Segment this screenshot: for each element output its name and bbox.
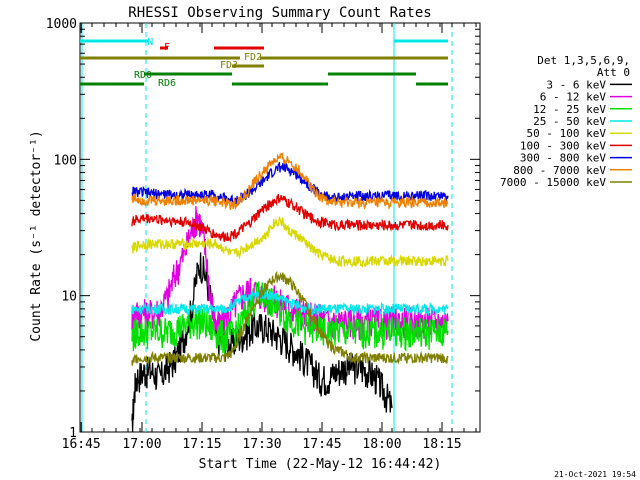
y-tick-label-1: 10 [61,290,77,305]
legend-entry-label-1: 6 - 12 keV [540,91,607,104]
annotation-label-fd2: FD2 [244,52,262,63]
legend-entry-label-4: 50 - 100 keV [527,127,607,140]
legend-entry-label-7: 800 - 7000 keV [513,164,606,177]
timestamp-label: 21-Oct-2021 19:54 [554,470,636,479]
annotation-label-f: F [164,42,170,53]
x-tick-label-4: 17:45 [302,437,341,452]
plot-frame [79,22,481,433]
annotation-label-rd6: RD6 [158,78,176,89]
y-tick-label-2: 100 [54,153,77,168]
legend-entry-label-0: 3 - 6 keV [546,78,606,91]
chart-title: RHESSI Observing Summary Count Rates [128,5,431,21]
annotation-label-fd3: FD3 [220,60,238,71]
series-line-7 [131,152,449,211]
y-axis-label: Count Rate (s⁻¹ detector⁻¹) [29,130,44,341]
legend-header-0: Det 1,3,5,6,9, [537,54,630,67]
x-axis-label: Start Time (22-May-12 16:44:42) [199,457,442,472]
series-line-8 [131,270,449,366]
annotation-label-rd0: RD0 [134,70,152,81]
legend-entry-label-2: 12 - 25 keV [533,103,606,116]
x-tick-label-1: 17:00 [122,437,161,452]
legend-header-1: Att 0 [597,66,630,79]
legend-entry-label-8: 7000 - 15000 keV [500,176,606,189]
series-line-2 [131,281,449,354]
legend-entry-label-3: 25 - 50 keV [533,115,606,128]
x-tick-label-5: 18:00 [362,437,401,452]
series-line-0 [131,252,393,433]
x-tick-label-3: 17:30 [242,437,281,452]
series-line-3 [131,287,449,317]
series-line-4 [131,216,449,269]
legend-entry-label-5: 100 - 300 keV [520,139,606,152]
x-tick-label-0: 16:45 [62,437,101,452]
annotation-label-n: N [147,37,153,48]
legend-entry-label-6: 300 - 800 keV [520,152,606,165]
y-tick-label-0: 1 [69,426,77,441]
x-tick-label-6: 18:15 [422,437,461,452]
series-line-6 [131,162,449,206]
plot-area: N F FD2 FD3 RD0 RD6 1 10 100 1000 16:45 17:00 17:15 1… [46,17,481,452]
series-line-5 [131,193,449,243]
x-tick-label-2: 17:15 [182,437,221,452]
y-tick-label-3: 1000 [46,17,77,32]
